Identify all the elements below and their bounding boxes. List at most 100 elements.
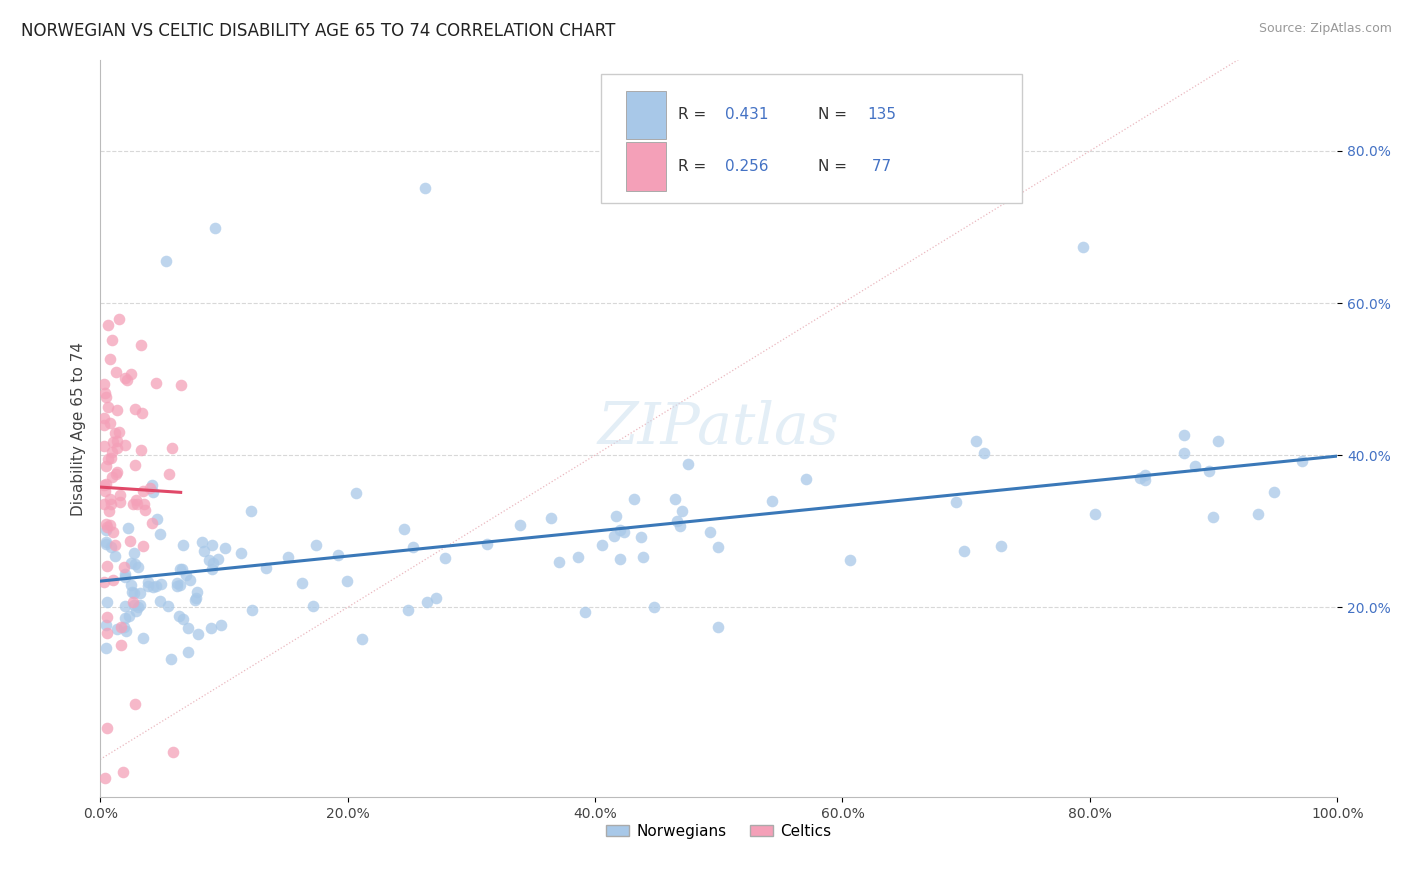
Point <box>105 434 128 449</box>
Point <box>207 552 229 566</box>
Text: 0.256: 0.256 <box>725 159 769 174</box>
Point <box>591 538 613 552</box>
Point <box>671 504 693 518</box>
Point <box>201 562 224 576</box>
Point <box>1206 434 1229 448</box>
Point <box>94 483 117 498</box>
Point <box>125 493 148 508</box>
Point <box>167 609 190 624</box>
Point <box>93 376 115 391</box>
Point <box>96 595 118 609</box>
Point <box>129 586 152 600</box>
Point <box>112 559 135 574</box>
Point <box>665 514 688 528</box>
Point <box>101 445 124 459</box>
Point <box>93 439 115 453</box>
Point <box>145 579 167 593</box>
Point <box>643 600 665 615</box>
Point <box>434 551 457 566</box>
Point <box>94 517 117 532</box>
Point <box>97 318 120 333</box>
Point <box>117 521 139 535</box>
Point <box>631 549 654 564</box>
Point <box>953 543 976 558</box>
Legend: Norwegians, Celtics: Norwegians, Celtics <box>600 818 838 845</box>
Point <box>1071 240 1094 254</box>
Point <box>156 599 179 613</box>
Point <box>141 516 163 530</box>
Point <box>602 529 624 543</box>
Point <box>94 386 117 401</box>
Point <box>509 518 531 533</box>
Point <box>131 631 153 645</box>
Point <box>540 511 562 525</box>
Point <box>669 519 692 533</box>
Y-axis label: Disability Age 65 to 74: Disability Age 65 to 74 <box>72 342 86 516</box>
Point <box>124 402 146 417</box>
Point <box>93 478 115 492</box>
Point <box>101 434 124 449</box>
Point <box>124 603 146 617</box>
Point <box>114 599 136 614</box>
Point <box>1263 485 1285 500</box>
Point <box>100 450 122 465</box>
Point <box>110 495 132 509</box>
Point <box>96 559 118 574</box>
Point <box>794 472 817 486</box>
Point <box>326 548 349 562</box>
Point <box>104 549 127 564</box>
Point <box>160 652 183 666</box>
Point <box>291 576 314 591</box>
Point <box>100 497 122 511</box>
Point <box>202 556 225 570</box>
Point <box>142 580 165 594</box>
Point <box>1129 471 1152 485</box>
Text: N =: N = <box>818 107 852 122</box>
Point <box>98 491 121 506</box>
Point <box>93 574 115 589</box>
Point <box>664 492 686 507</box>
Point <box>169 578 191 592</box>
Point <box>108 425 131 439</box>
Point <box>1133 473 1156 487</box>
Point <box>201 538 224 552</box>
Point <box>136 578 159 592</box>
Point <box>124 458 146 473</box>
Point <box>120 368 142 382</box>
Point <box>141 477 163 491</box>
Point <box>699 525 721 540</box>
Point <box>118 609 141 624</box>
Point <box>122 545 145 559</box>
Point <box>96 520 118 534</box>
Point <box>98 351 121 366</box>
Point <box>105 622 128 636</box>
Text: R =: R = <box>678 107 711 122</box>
Point <box>120 556 142 570</box>
Point <box>149 527 172 541</box>
Point <box>301 599 323 614</box>
Point <box>187 627 209 641</box>
Point <box>114 611 136 625</box>
Point <box>107 441 129 455</box>
Point <box>145 376 167 391</box>
Point <box>761 494 783 508</box>
Point <box>98 504 121 518</box>
Point <box>1184 458 1206 473</box>
Point <box>1173 446 1195 460</box>
Point <box>990 540 1012 554</box>
Point <box>613 525 636 540</box>
Point <box>96 523 118 537</box>
Point <box>94 476 117 491</box>
Point <box>242 603 264 617</box>
Point <box>1173 427 1195 442</box>
Point <box>177 621 200 635</box>
Point <box>120 534 142 549</box>
Point <box>200 621 222 635</box>
Point <box>114 624 136 639</box>
Point <box>105 403 128 417</box>
Point <box>131 442 153 457</box>
Point <box>136 574 159 589</box>
Point <box>97 452 120 467</box>
Point <box>114 371 136 385</box>
Point <box>197 553 219 567</box>
